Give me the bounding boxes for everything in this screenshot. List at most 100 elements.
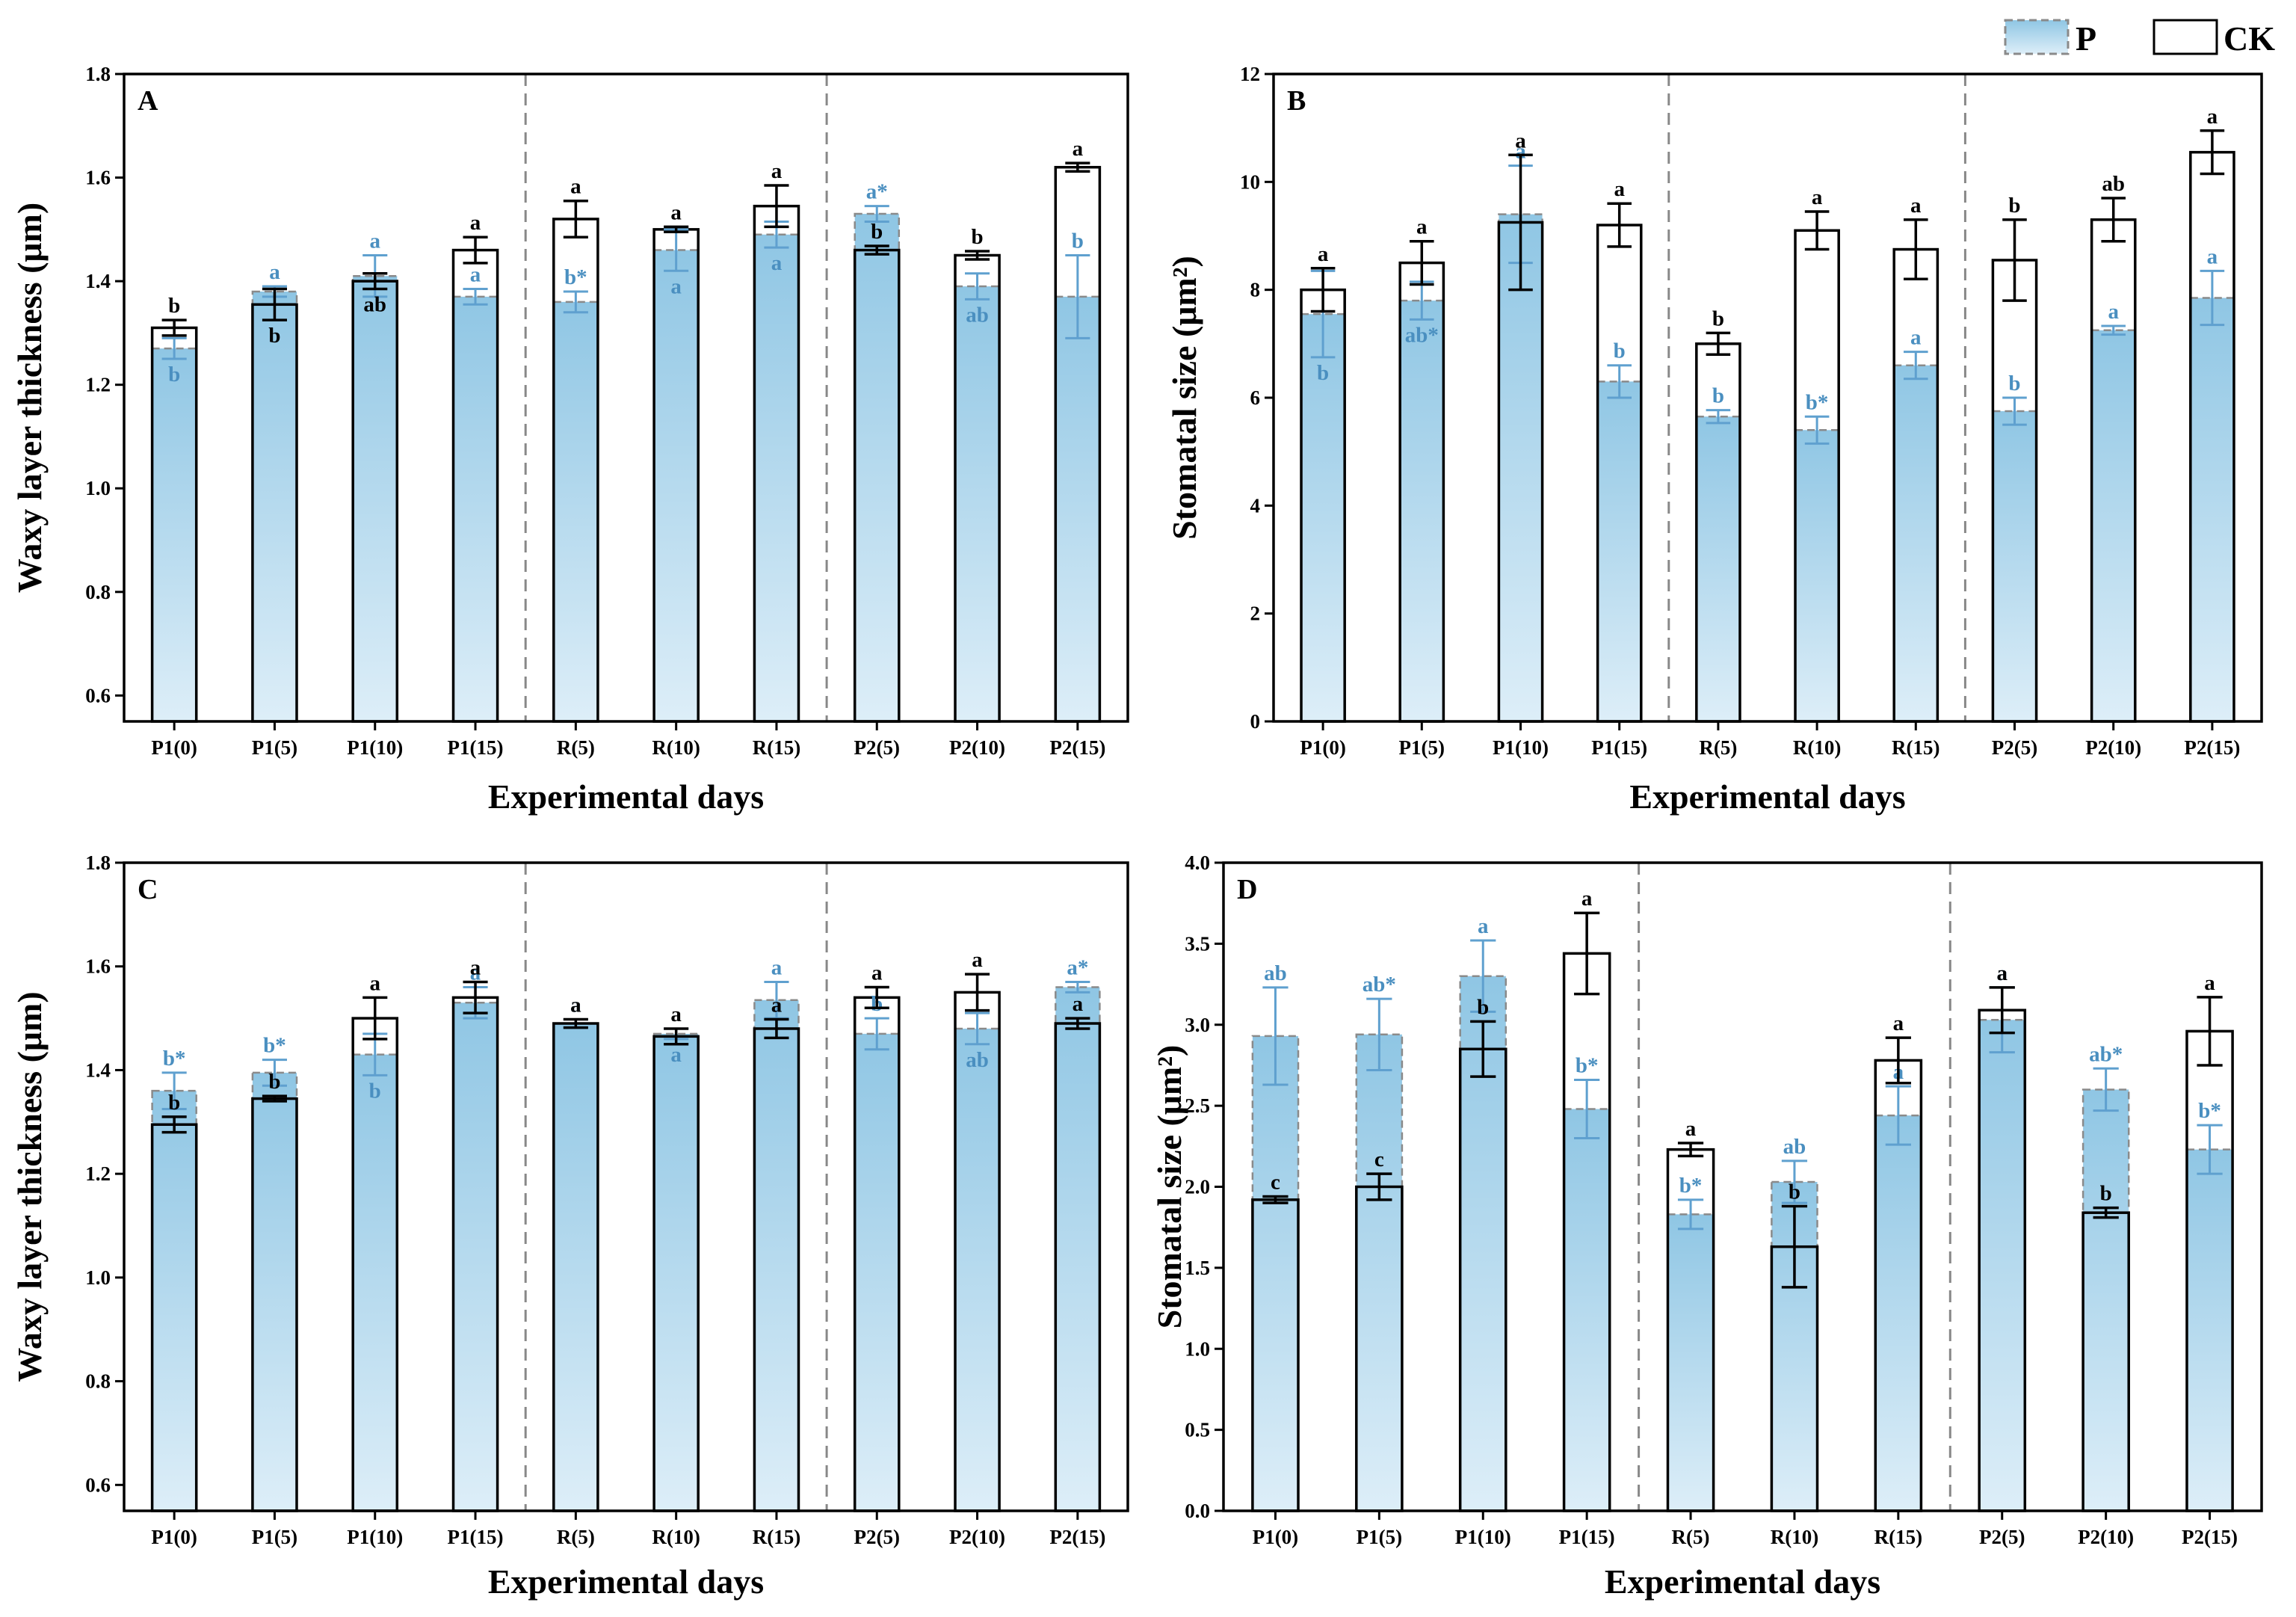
y-tick-label: 0.8 xyxy=(85,1370,111,1393)
y-tick-label: 1.0 xyxy=(85,477,111,499)
sig-letter-p: a* xyxy=(866,180,888,204)
sig-letter-p: ab xyxy=(966,1048,989,1072)
bar-p xyxy=(1874,1114,1922,1512)
y-tick-label: 2.5 xyxy=(1185,1094,1210,1117)
bar-p xyxy=(1251,1035,1300,1512)
sig-letter-ck: a xyxy=(871,961,883,985)
y-axis-title: Stomatal size (μm²) xyxy=(1165,256,1203,540)
bar-p xyxy=(1563,1108,1611,1512)
y-tick-label: 0.6 xyxy=(85,684,111,706)
sig-letter-ck: b xyxy=(1789,1180,1800,1204)
sig-letter-ck: a xyxy=(1318,242,1329,266)
sig-letter-ck: a xyxy=(1893,1011,1904,1035)
plot-frame xyxy=(123,861,1129,1512)
bar-p xyxy=(2189,297,2235,723)
x-tick-label: P2(15) xyxy=(2182,1526,2238,1548)
x-tick-label: P2(10) xyxy=(2085,736,2141,759)
sig-letter-ck: c xyxy=(1271,1171,1280,1195)
y-tick-label: 1.0 xyxy=(1185,1337,1210,1360)
bar-p xyxy=(1794,429,1840,723)
y-tick-label: 1.0 xyxy=(85,1266,111,1289)
sig-letter-ck: b xyxy=(2008,194,2020,218)
sig-letter-ck: a xyxy=(1073,992,1084,1016)
sig-letter-ck: a xyxy=(570,175,581,199)
sig-letter-p: ab xyxy=(966,303,989,327)
x-tick-label: P1(5) xyxy=(252,1526,297,1548)
x-tick-label: R(5) xyxy=(557,1526,595,1548)
x-tick-label: R(5) xyxy=(557,736,595,759)
y-tick-label: 1.5 xyxy=(1185,1257,1210,1279)
sig-letter-ck: a xyxy=(1515,129,1526,153)
sig-letter-ck: a xyxy=(1581,887,1593,911)
y-tick-label: 0.6 xyxy=(85,1473,111,1496)
y-tick-label: 10 xyxy=(1240,170,1260,193)
y-tick-label: 12 xyxy=(1240,63,1260,85)
bar-p xyxy=(1596,381,1643,723)
sig-letter-ck: b xyxy=(871,220,883,244)
legend-label-p: P xyxy=(2076,19,2096,58)
x-tick-label: R(15) xyxy=(1892,736,1939,759)
x-tick-label: R(15) xyxy=(753,1526,800,1548)
y-tick-label: 0.0 xyxy=(1185,1500,1210,1522)
sig-letter-p: a xyxy=(570,993,581,1017)
bar-p xyxy=(251,1071,298,1512)
panel-label: D xyxy=(1237,874,1257,905)
sig-letter-ck: a xyxy=(1910,194,1922,218)
sig-letter-p: a xyxy=(2108,300,2119,324)
y-tick-label: 1.8 xyxy=(85,851,111,874)
sig-letter-p: a xyxy=(771,956,783,980)
sig-letter-ck: a xyxy=(1812,185,1823,209)
x-tick-label: P1(0) xyxy=(1300,736,1345,759)
bar-p xyxy=(552,1022,599,1512)
bar-p xyxy=(2081,1088,2130,1512)
sig-letter-p: b* xyxy=(263,1034,286,1058)
sig-letter-p: b xyxy=(1614,339,1626,363)
legend-label-ck: CK xyxy=(2224,19,2275,58)
x-tick-label: P2(5) xyxy=(1992,736,2037,759)
bar-p xyxy=(1992,410,2037,723)
bar-p xyxy=(1055,295,1101,723)
chart-panel-d: abab*ab*b*abaaab*b*ccbaabaaba0.00.51.01.… xyxy=(1150,851,2263,1601)
sig-letter-p: a xyxy=(1478,914,1489,938)
sig-letter-p: a xyxy=(470,961,481,985)
x-tick-label: R(10) xyxy=(1771,1526,1818,1548)
y-tick-label: 0.8 xyxy=(85,581,111,603)
x-tick-label: P2(10) xyxy=(949,736,1005,759)
y-tick-label: 3.0 xyxy=(1185,1014,1210,1036)
x-tick-label: P1(15) xyxy=(1591,736,1647,759)
sig-letter-p: b xyxy=(1317,361,1329,385)
bar-p xyxy=(151,1089,197,1512)
bar-p xyxy=(1667,1213,1715,1512)
x-tick-label: P2(5) xyxy=(854,736,900,759)
bar-p xyxy=(753,233,800,723)
y-tick-label: 1.4 xyxy=(85,270,111,292)
sig-letter-ck: a xyxy=(2204,971,2215,995)
x-tick-label: P1(15) xyxy=(1559,1526,1615,1548)
x-tick-label: P1(5) xyxy=(252,736,297,759)
x-axis-title: Experimental days xyxy=(1629,777,1905,816)
x-axis-title: Experimental days xyxy=(488,1562,764,1601)
sig-letter-ck: a xyxy=(1073,137,1084,161)
bar-p xyxy=(552,301,599,723)
x-tick-label: P1(0) xyxy=(151,1526,197,1548)
x-tick-label: R(15) xyxy=(753,736,800,759)
sig-letter-p: a xyxy=(2207,244,2218,268)
sig-letter-p: a xyxy=(370,229,381,253)
sig-letter-p: ab xyxy=(1264,961,1287,985)
bar-p xyxy=(753,999,800,1512)
sig-letter-ck: b xyxy=(268,1070,280,1094)
x-axis-title: Experimental days xyxy=(1605,1562,1880,1601)
y-tick-label: 4 xyxy=(1250,494,1261,517)
sig-letter-p: ab* xyxy=(2089,1042,2123,1066)
y-tick-label: 6 xyxy=(1250,386,1261,409)
legend-swatch-ck xyxy=(2152,19,2218,55)
x-tick-label: P2(10) xyxy=(2078,1526,2134,1548)
sig-letter-p: a xyxy=(269,260,280,284)
sig-letter-p: b* xyxy=(1576,1053,1599,1077)
sig-letter-ck: a xyxy=(771,159,783,183)
sig-letter-ck: a xyxy=(570,993,581,1017)
bar-p xyxy=(1498,213,1543,723)
sig-letter-ck: b xyxy=(168,1091,180,1115)
sig-letter-p: a* xyxy=(1067,956,1088,980)
sig-letter-p: a xyxy=(1997,961,2008,985)
